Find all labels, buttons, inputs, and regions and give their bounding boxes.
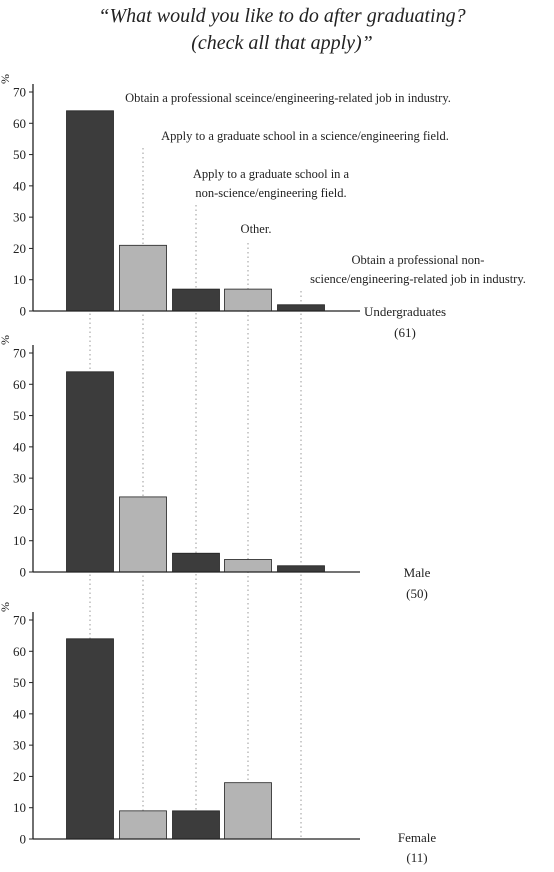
y-tick-label: 50 bbox=[13, 675, 26, 690]
y-tick-label: 60 bbox=[13, 377, 26, 392]
y-tick-label: 20 bbox=[13, 241, 26, 256]
bar bbox=[277, 565, 325, 573]
group-label: Undergraduates bbox=[364, 304, 446, 319]
y-tick-label: 30 bbox=[13, 738, 26, 753]
y-tick-label: 10 bbox=[13, 533, 26, 548]
category-label: non-science/engineering field. bbox=[195, 186, 346, 200]
category-label: Apply to a graduate school in a science/… bbox=[161, 129, 449, 143]
y-tick-label: 60 bbox=[13, 116, 26, 131]
category-label: Obtain a professional sceince/engineerin… bbox=[125, 91, 451, 105]
chart-subtitle: (check all that apply)” bbox=[191, 32, 373, 54]
y-tick-label: 40 bbox=[13, 706, 26, 721]
bar bbox=[172, 552, 220, 573]
y-axis-label: % bbox=[0, 335, 12, 345]
guide-lines bbox=[89, 111, 302, 839]
category-label: Apply to a graduate school in a bbox=[193, 167, 350, 181]
y-tick-label: 40 bbox=[13, 178, 26, 193]
category-label: Other. bbox=[241, 222, 272, 236]
category-label: Obtain a professional non- bbox=[352, 253, 485, 267]
y-tick-label: 20 bbox=[13, 769, 26, 784]
y-tick-label: 70 bbox=[13, 85, 26, 100]
y-tick-label: 0 bbox=[20, 304, 27, 319]
y-tick-label: 60 bbox=[13, 644, 26, 659]
bar bbox=[224, 559, 272, 573]
bar bbox=[172, 810, 220, 840]
y-tick-label: 30 bbox=[13, 471, 26, 486]
y-tick-label: 20 bbox=[13, 502, 26, 517]
chart-title: “What would you like to do after graduat… bbox=[98, 5, 465, 27]
category-annotations: Obtain a professional sceince/engineerin… bbox=[125, 91, 526, 286]
y-tick-label: 0 bbox=[20, 832, 27, 847]
group-label: Female bbox=[398, 830, 436, 845]
bar bbox=[66, 371, 114, 573]
panel-undergraduates: 0 10 20 30 40 50 60 70% Undergraduates (61) bbox=[0, 74, 446, 340]
y-tick-label: 10 bbox=[13, 800, 26, 815]
y-axis-label: % bbox=[0, 602, 12, 612]
bar bbox=[119, 244, 167, 312]
bar bbox=[172, 288, 220, 312]
bar bbox=[224, 782, 272, 840]
panel-male: 0 10 20 30 40 50 60 70% Male (50) bbox=[0, 335, 431, 601]
bar bbox=[224, 288, 272, 312]
y-tick-label: 70 bbox=[13, 346, 26, 361]
group-count: (50) bbox=[406, 586, 428, 601]
group-label: Male bbox=[404, 565, 431, 580]
category-label: science/engineering-related job in indus… bbox=[310, 272, 526, 286]
y-tick-label: 70 bbox=[13, 613, 26, 628]
y-tick-label: 0 bbox=[20, 565, 27, 580]
bar bbox=[119, 810, 167, 840]
y-tick-label: 30 bbox=[13, 210, 26, 225]
y-tick-label: 50 bbox=[13, 408, 26, 423]
bar bbox=[66, 110, 114, 312]
y-tick-label: 40 bbox=[13, 439, 26, 454]
chart-panels: 0 10 20 30 40 50 60 70% Undergraduates (61) 0 10 20 3… bbox=[0, 74, 446, 865]
y-tick-label: 10 bbox=[13, 272, 26, 287]
y-axis-label: % bbox=[0, 74, 12, 84]
panel-female: 0 10 20 30 40 50 60 70% Female (11) bbox=[0, 602, 436, 865]
bar bbox=[119, 496, 167, 573]
bar bbox=[66, 638, 114, 840]
y-tick-label: 50 bbox=[13, 147, 26, 162]
group-count: (61) bbox=[394, 325, 416, 340]
group-count: (11) bbox=[406, 850, 427, 865]
bar bbox=[277, 304, 325, 312]
